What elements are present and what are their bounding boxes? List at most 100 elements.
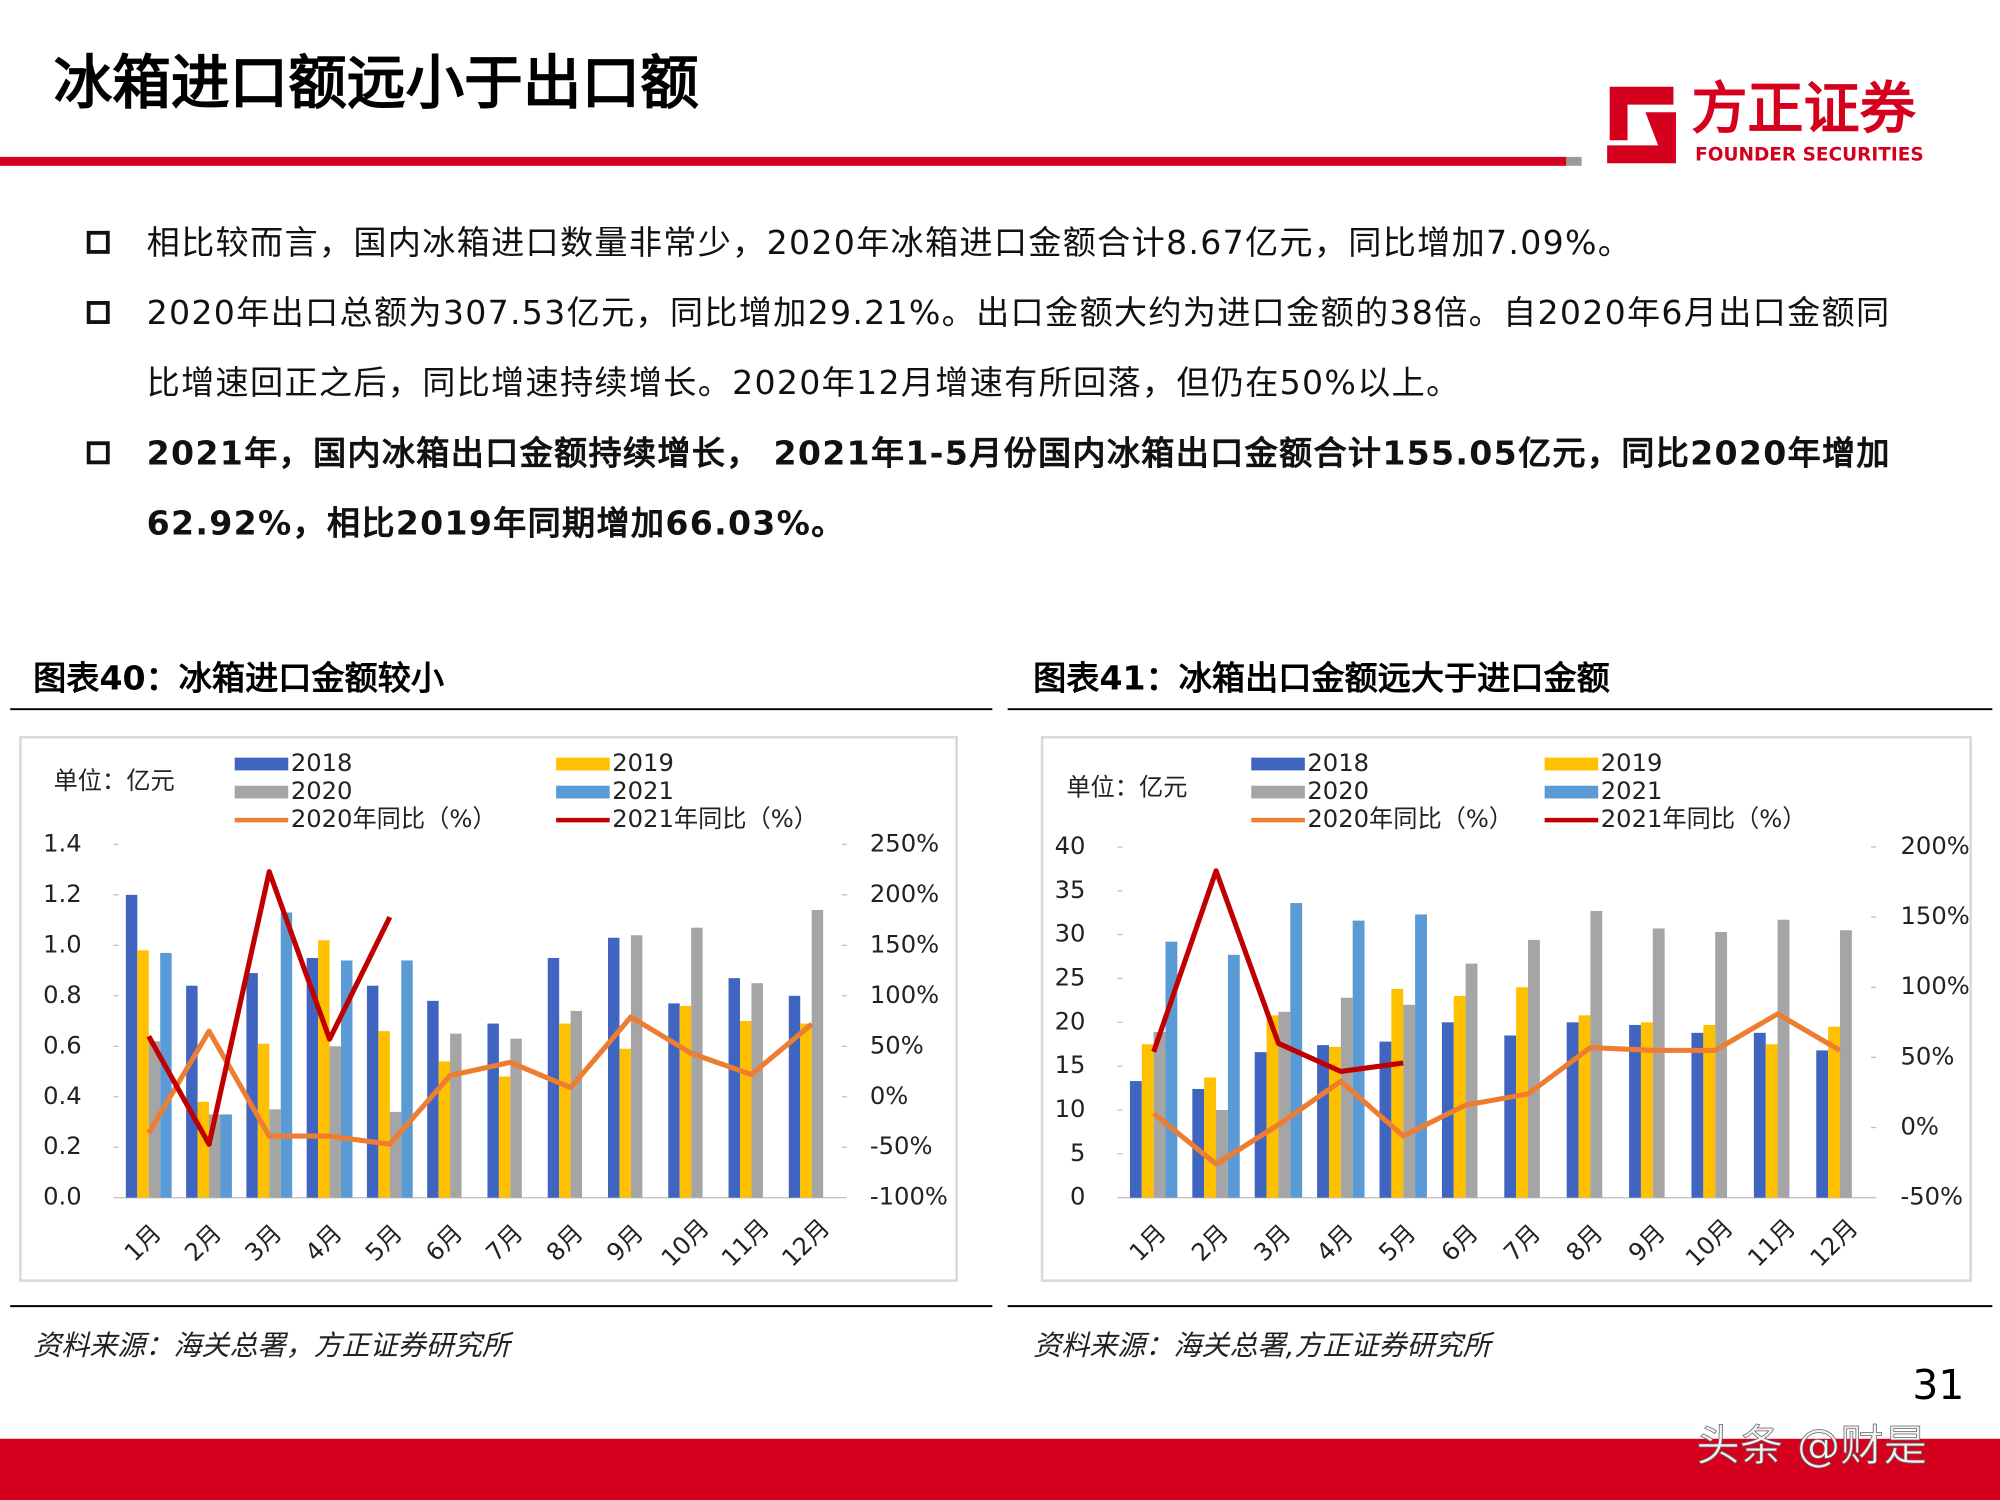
bar — [728, 978, 740, 1198]
y-tick-label: 35 — [1055, 876, 1086, 904]
legend-swatch — [1251, 785, 1305, 799]
legend-swatch — [234, 757, 289, 771]
bar — [220, 1114, 232, 1198]
y2-tick-label: -50% — [870, 1132, 933, 1160]
bar — [1278, 1011, 1291, 1198]
line-series — [1152, 1011, 1842, 1167]
bar — [1340, 997, 1353, 1198]
bar — [209, 1114, 221, 1198]
y2-tick-label: 150% — [870, 930, 939, 958]
y-tick-label: 0 — [1070, 1183, 1085, 1211]
bar — [1640, 1022, 1653, 1198]
watermark: 头条 @财是 — [1696, 1421, 1927, 1471]
bullet-marker — [86, 441, 110, 465]
unit-label: 单位：亿元 — [1066, 773, 1187, 801]
bar — [1590, 910, 1603, 1198]
x-tick-label: 6月 — [1436, 1219, 1484, 1267]
y2-tick-label: 0% — [870, 1082, 908, 1110]
bar — [1765, 1044, 1778, 1198]
bar — [691, 927, 703, 1198]
bullet-marker — [86, 301, 110, 324]
bar — [1578, 1015, 1591, 1198]
legend-label: 2021年同比（%） — [1601, 805, 1807, 833]
legend-swatch — [556, 757, 610, 771]
bar — [1753, 1032, 1766, 1198]
y-tick-label: 1.2 — [43, 880, 82, 908]
bar — [788, 995, 801, 1198]
x-tick-label: 11月 — [716, 1214, 775, 1273]
bar — [378, 1031, 390, 1198]
legend-label: 2020 — [291, 777, 353, 805]
bar — [1317, 1045, 1329, 1198]
bar — [1391, 988, 1404, 1198]
bar — [1652, 928, 1665, 1198]
y-tick-label: 0.4 — [43, 1082, 82, 1110]
source-note: 资料来源：海关总署，方正证券研究所 — [33, 1329, 514, 1362]
bar — [389, 1111, 402, 1198]
bar — [1403, 1004, 1416, 1198]
legend-swatch — [1251, 757, 1305, 771]
chart-frame — [1040, 735, 1972, 1282]
bar — [1415, 914, 1427, 1198]
y2-tick-label: 200% — [870, 880, 939, 908]
source-note: 资料来源：海关总署,方正证券研究所 — [1033, 1329, 1495, 1362]
y-tick-label: 5 — [1070, 1139, 1085, 1167]
bar — [1352, 920, 1365, 1198]
line-series — [146, 869, 393, 1147]
bar — [679, 1005, 692, 1198]
x-tick-label: 11月 — [1742, 1214, 1801, 1273]
bar — [1465, 963, 1478, 1198]
bar — [800, 1023, 812, 1198]
legend-label: 2020年同比（%） — [291, 805, 497, 833]
x-tick-label: 9月 — [1623, 1219, 1671, 1267]
bar — [160, 952, 172, 1198]
x-tick-label: 2月 — [1186, 1219, 1234, 1267]
bar — [1453, 996, 1466, 1198]
legend-swatch — [1544, 757, 1599, 771]
bar — [366, 985, 379, 1198]
title-rule-end — [1566, 156, 1582, 166]
logo-text: 方正证券 — [1691, 77, 1916, 142]
bar — [559, 1023, 571, 1198]
bullet-text: 相比较而言，国内冰箱进口数量非常少，2020年冰箱进口金额合计8.67亿元，同比… — [146, 224, 1633, 263]
bar — [197, 1101, 210, 1198]
x-tick-label: 1月 — [1124, 1219, 1172, 1267]
bar — [1629, 1024, 1641, 1198]
bar — [257, 1043, 270, 1198]
bar — [125, 894, 138, 1198]
bar — [1216, 1110, 1228, 1198]
bar — [186, 985, 198, 1198]
bar — [1816, 1050, 1829, 1198]
y-tick-label: 10 — [1055, 1095, 1086, 1123]
legend-swatch — [1544, 785, 1599, 799]
x-tick-label: 5月 — [360, 1219, 408, 1267]
bar — [607, 937, 620, 1198]
bar — [341, 960, 353, 1198]
x-tick-label: 6月 — [420, 1219, 468, 1267]
bar — [1129, 1081, 1142, 1198]
y2-tick-label: 0% — [1901, 1113, 1939, 1141]
bar — [450, 1033, 462, 1198]
logo-subtext: FOUNDER SECURITIES — [1695, 145, 1924, 166]
y2-tick-label: 50% — [1901, 1042, 1955, 1070]
x-tick-label: 7月 — [481, 1219, 529, 1267]
y2-tick-label: 150% — [1901, 902, 1970, 930]
x-tick-label: 1月 — [119, 1219, 167, 1267]
x-tick-label: 8月 — [1561, 1219, 1609, 1267]
chart-title: 图表40：冰箱进口金额较小 — [33, 658, 444, 697]
bar — [1165, 941, 1178, 1198]
bar — [306, 957, 319, 1198]
bar — [570, 1010, 583, 1198]
y-tick-label: 40 — [1055, 832, 1086, 860]
bar — [280, 912, 293, 1198]
line-series — [1151, 868, 1404, 1074]
bullet-text: 2020年出口总额为307.53亿元，同比增加29.21%。出口金额大约为进口金… — [146, 294, 1891, 404]
legend-swatch — [556, 785, 610, 799]
y-tick-label: 20 — [1055, 1007, 1086, 1035]
bar — [811, 910, 824, 1198]
y-tick-label: 30 — [1055, 920, 1086, 948]
x-tick-label: 3月 — [240, 1219, 288, 1267]
bar — [1703, 1024, 1716, 1198]
legend-label: 2018 — [291, 749, 353, 777]
